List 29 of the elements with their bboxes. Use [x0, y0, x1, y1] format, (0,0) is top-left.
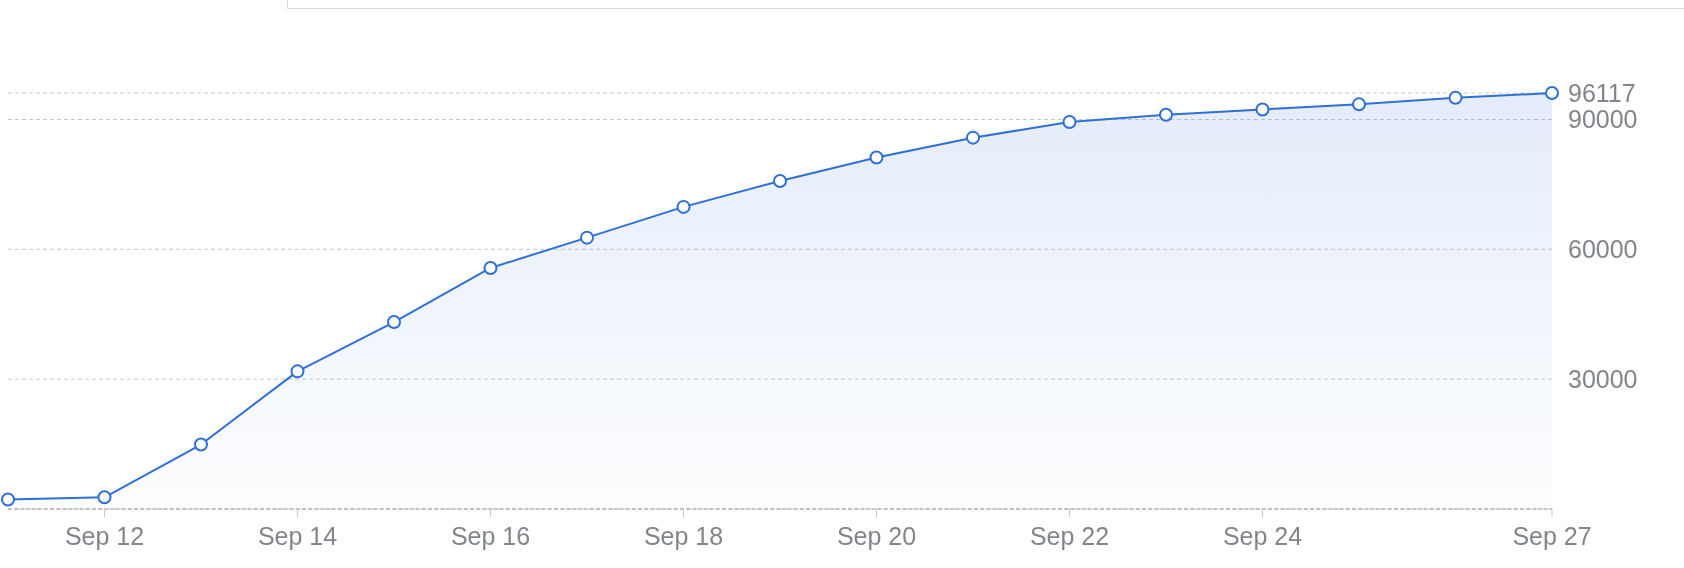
x-tick-label: Sep 16	[450, 522, 531, 550]
point	[676, 199, 691, 214]
point	[483, 260, 498, 275]
point	[1448, 90, 1463, 105]
y-tick-label: 30000	[1568, 365, 1638, 394]
point	[1255, 102, 1270, 117]
y-tick-label: 96117	[1568, 79, 1636, 107]
point	[580, 230, 594, 245]
point	[1159, 107, 1173, 122]
point	[1062, 115, 1077, 130]
point	[966, 130, 980, 145]
point	[1545, 86, 1559, 100]
point	[97, 490, 112, 505]
point	[869, 150, 884, 165]
x-tick-label: Sep 22	[1029, 522, 1110, 550]
y-tick-label: 60000	[1568, 235, 1638, 264]
x-tick-label: Sep 20	[836, 522, 917, 550]
x-tick-label: Sep 12	[64, 522, 145, 550]
x-tick-label: Sep 27	[1512, 522, 1592, 550]
x-tick-label: Sep 18	[643, 522, 724, 550]
x-tick-label: Sep 14	[257, 522, 338, 550]
point	[773, 173, 787, 188]
point	[290, 364, 305, 379]
point	[194, 437, 208, 452]
point	[1, 492, 15, 507]
y-tick-label: 90000	[1568, 105, 1638, 134]
point	[1352, 97, 1366, 112]
point	[387, 315, 401, 330]
x-tick-label: Sep 24	[1222, 522, 1303, 550]
